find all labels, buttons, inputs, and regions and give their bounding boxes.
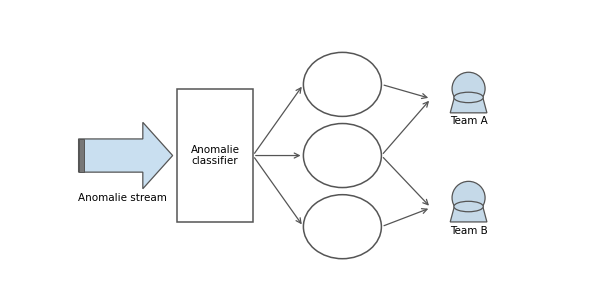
Text: Default
pool: Default pool [323, 145, 362, 166]
Ellipse shape [304, 52, 381, 116]
Polygon shape [451, 97, 487, 113]
Ellipse shape [454, 92, 483, 103]
Ellipse shape [452, 181, 485, 214]
Polygon shape [79, 139, 84, 172]
Polygon shape [79, 122, 173, 189]
Polygon shape [451, 207, 487, 222]
Text: Anomalie stream: Anomalie stream [78, 193, 166, 204]
Bar [177, 89, 253, 222]
Ellipse shape [454, 201, 483, 212]
Text: Team B: Team B [450, 225, 487, 236]
Ellipse shape [452, 72, 485, 105]
Text: Custom
pool A: Custom pool A [322, 74, 362, 95]
Text: Team A: Team A [450, 116, 487, 126]
Text: Custom
pool B: Custom pool B [322, 216, 362, 237]
Ellipse shape [304, 195, 381, 259]
Ellipse shape [304, 124, 381, 188]
Text: Anomalie
classifier: Anomalie classifier [191, 145, 240, 166]
